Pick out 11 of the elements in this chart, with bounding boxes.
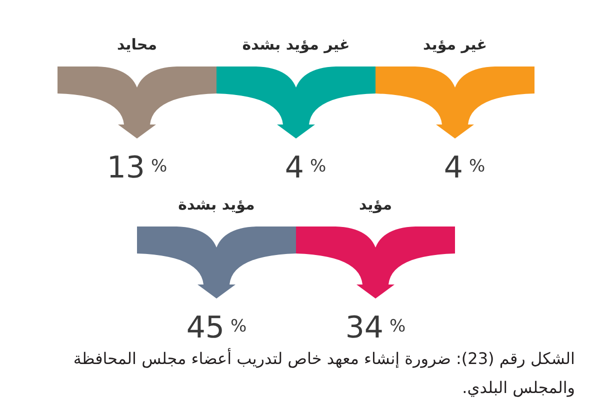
data-label: 45 %: [186, 310, 247, 346]
category-label: مؤيد بشدة: [178, 196, 255, 214]
text: الشكل رقم (23): ضرورة إنشاء معهد خاص لتدريب أعضاء مجلس المحافظة والمجلس البلدي.: [72, 347, 576, 399]
data-label: 13 %: [106, 150, 168, 186]
category-label: محايد: [116, 36, 158, 54]
data-label: 4 %: [444, 150, 486, 186]
data-label: 4 %: [284, 150, 326, 186]
category-label: مؤيد: [359, 196, 392, 214]
data-label: 34 %: [345, 310, 406, 346]
category-label: غير مؤيد: [423, 36, 487, 54]
category-label: غير مؤيد بشدة: [242, 36, 350, 54]
